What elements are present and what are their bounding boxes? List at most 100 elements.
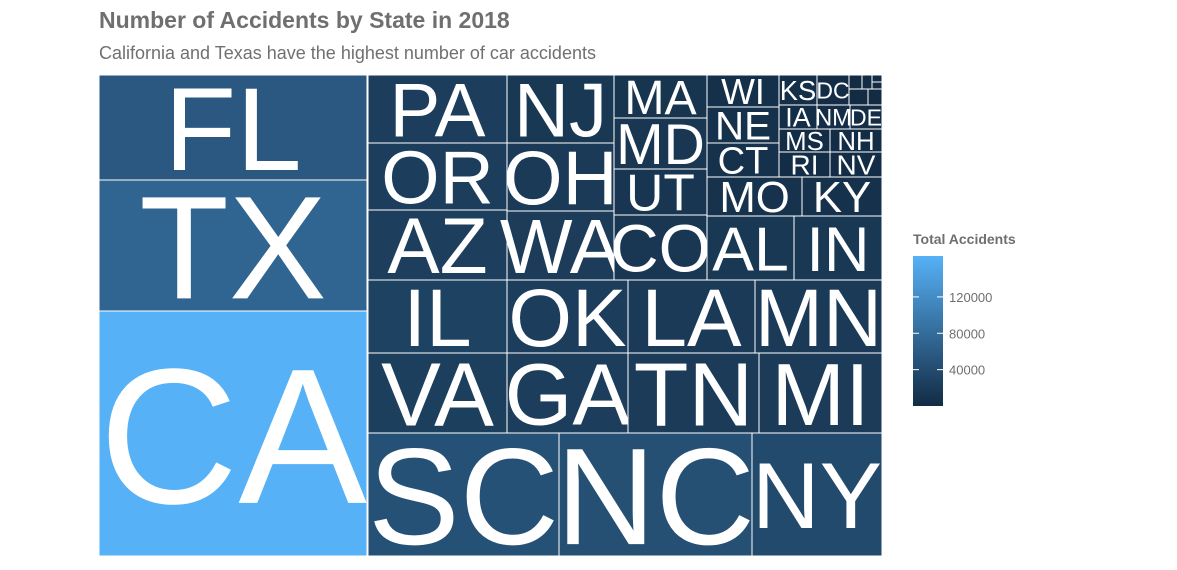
tile-label-nv: NV: [837, 150, 876, 181]
tile-rect-ky: [801, 176, 882, 217]
tile-mi: MI: [758, 345, 882, 444]
tile-label-wa: WA: [500, 204, 622, 290]
tile-nj: NJ: [506, 75, 615, 153]
tile-az: AZ: [367, 202, 508, 290]
tile-wi: WI: [706, 75, 780, 112]
tile-ks: KS: [778, 75, 818, 106]
tile-nh: NH: [829, 128, 882, 156]
tile-rect-fl: [99, 75, 368, 181]
tile-tn: TN: [627, 344, 760, 444]
tile-label-oh: OH: [503, 136, 617, 221]
tile-rect-al: [706, 215, 795, 281]
chart-subtitle: California and Texas have the highest nu…: [99, 43, 596, 63]
tile-label-sc: SC: [368, 421, 559, 556]
tile-label-in: IN: [806, 215, 869, 285]
tile-label-ny: NY: [752, 443, 882, 548]
tile-ct: CT: [706, 141, 780, 183]
tile-va: VA: [367, 344, 508, 444]
tile-ma: MA: [613, 75, 708, 125]
tile-label-pa: PA: [390, 75, 486, 153]
tile-label-dc: DC: [816, 77, 849, 103]
tile-ia: IA: [778, 103, 818, 133]
tile-label-mi: MI: [771, 345, 869, 444]
tile-rect-oh: [506, 142, 615, 212]
tile-rect-az: [367, 209, 508, 281]
tile-la: LA: [627, 273, 756, 364]
tile-label-wi: WI: [721, 75, 765, 112]
tile-il: IL: [367, 273, 508, 364]
tile-label-nh: NH: [837, 128, 874, 156]
tile-rect-ma: [613, 75, 708, 119]
tile-ne: NE: [706, 104, 780, 149]
tile-label-ne: NE: [715, 104, 771, 149]
tile-ri: RI: [778, 150, 831, 181]
tile-ok: OK: [506, 273, 629, 364]
tile-or: OR: [367, 136, 508, 220]
tile-label-ga: GA: [505, 346, 631, 443]
tile-rect-or: [367, 142, 508, 211]
tile-label-ut: UT: [626, 164, 695, 222]
tile-label-az: AZ: [387, 202, 487, 290]
tile-oh: OH: [503, 136, 617, 221]
tile-rect-ga: [506, 352, 629, 434]
tile-rect-ok: [506, 279, 629, 354]
tile-dc: DC: [816, 75, 850, 106]
tile-sc: SC: [367, 421, 560, 556]
tile-small-1: [861, 75, 873, 90]
tile-nm: NM: [815, 104, 852, 132]
tile-rect-nc: [558, 432, 753, 556]
tile-ut: UT: [613, 164, 708, 222]
tile-small-5: [867, 88, 882, 106]
tile-label-nm: NM: [815, 106, 852, 132]
tile-tx: TX: [99, 166, 368, 330]
tile-rect-nh: [829, 128, 882, 153]
color-legend: 120000 80000 40000: [913, 256, 992, 406]
tile-small-2: [871, 75, 882, 83]
tile-label-ia: IA: [785, 103, 810, 133]
tile-ny: NY: [751, 432, 882, 556]
tile-fl: FL: [99, 75, 368, 195]
tile-label-al: AL: [712, 215, 789, 285]
tile-small-0: [848, 75, 863, 90]
tile-small-4: [848, 88, 869, 106]
tile-ms: MS: [778, 128, 831, 156]
tile-rect-nj: [506, 75, 615, 144]
tile-label-ks: KS: [780, 75, 816, 106]
tile-label-co: CO: [610, 212, 710, 287]
tile-label-il: IL: [403, 273, 471, 364]
tile-label-ma: MA: [624, 75, 697, 125]
tile-al: AL: [706, 215, 795, 285]
tile-rect-ut: [613, 168, 708, 216]
tile-label-ky: KY: [813, 173, 871, 222]
tile-rect-mi: [758, 352, 882, 434]
tile-in: IN: [793, 215, 882, 285]
tile-label-nj: NJ: [514, 75, 607, 153]
tile-label-nc: NC: [556, 420, 755, 556]
tile-label-or: OR: [381, 136, 494, 220]
tile-rect-sc: [367, 432, 560, 556]
tile-wa: WA: [500, 204, 622, 290]
tile-label-tx: TX: [139, 166, 326, 330]
tile-de: DE: [849, 104, 882, 130]
tile-label-ms: MS: [785, 128, 824, 156]
legend-tick-label: 80000: [949, 326, 985, 341]
legend-tick-label: 120000: [949, 290, 992, 305]
tile-nc: NC: [556, 420, 755, 556]
tile-ca: CA: [99, 310, 368, 556]
tile-label-mo: MO: [719, 173, 789, 222]
tile-label-de: DE: [850, 104, 882, 130]
tile-rect-ny: [751, 432, 882, 556]
tile-rect-ct: [706, 142, 780, 178]
tile-mn: MN: [754, 273, 882, 364]
legend-colorbar: [913, 256, 943, 406]
tile-label-va: VA: [381, 344, 494, 444]
tile-rect-la: [627, 279, 756, 354]
tile-rect-il: [367, 279, 508, 354]
tile-rect-co: [613, 214, 708, 281]
tile-label-ca: CA: [99, 328, 367, 544]
tile-rect-wa: [506, 210, 615, 281]
tile-ga: GA: [505, 346, 631, 443]
tile-label-mn: MN: [755, 273, 882, 364]
tile-rect-mo: [706, 176, 803, 217]
